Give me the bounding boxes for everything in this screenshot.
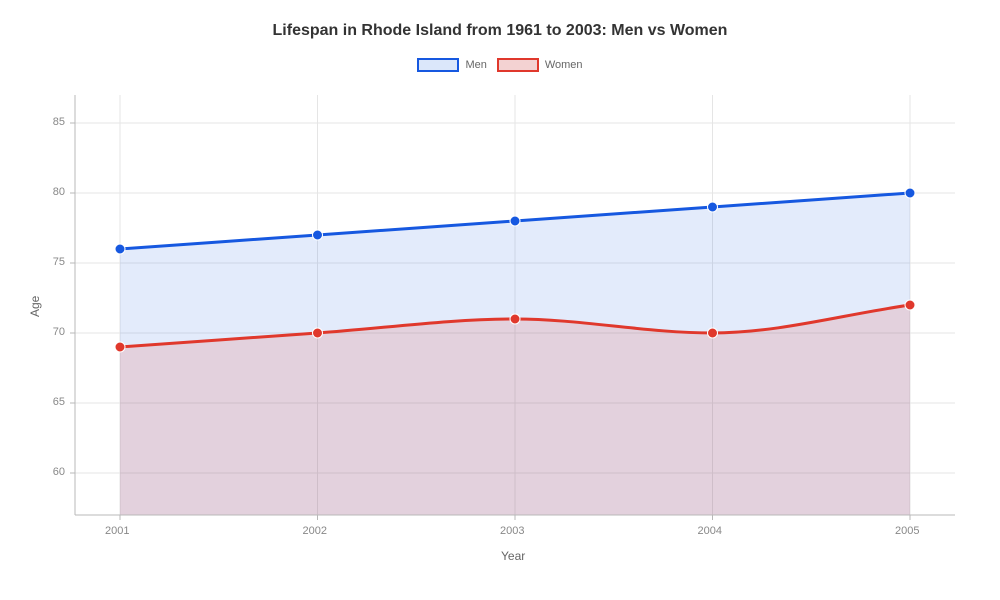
x-tick-label: 2001: [105, 525, 129, 537]
x-tick-label: 2004: [698, 525, 722, 537]
x-tick-label: 2002: [303, 525, 327, 537]
y-tick-label: 80: [53, 186, 65, 198]
data-point[interactable]: [313, 328, 323, 338]
legend-item-men[interactable]: Men: [417, 58, 486, 72]
data-point[interactable]: [115, 342, 125, 352]
x-tick-label: 2003: [500, 525, 524, 537]
y-tick-label: 85: [53, 116, 65, 128]
y-axis-title: Age: [28, 296, 42, 317]
legend-label: Men: [465, 59, 486, 71]
y-tick-label: 75: [53, 256, 65, 268]
legend-swatch-icon: [497, 58, 539, 72]
data-point[interactable]: [510, 314, 520, 324]
plot-area: [75, 95, 955, 515]
data-point[interactable]: [313, 230, 323, 240]
y-tick-label: 70: [53, 326, 65, 338]
legend-label: Women: [545, 59, 583, 71]
chart-svg: [75, 95, 955, 515]
chart-container: Lifespan in Rhode Island from 1961 to 20…: [0, 0, 1000, 600]
legend: Men Women: [0, 58, 1000, 72]
x-axis-title: Year: [501, 549, 525, 563]
legend-item-women[interactable]: Women: [497, 58, 583, 72]
y-tick-label: 60: [53, 466, 65, 478]
data-point[interactable]: [708, 328, 718, 338]
data-point[interactable]: [905, 300, 915, 310]
chart-title: Lifespan in Rhode Island from 1961 to 20…: [0, 22, 1000, 40]
y-tick-label: 65: [53, 396, 65, 408]
data-point[interactable]: [905, 188, 915, 198]
data-point[interactable]: [708, 202, 718, 212]
x-tick-label: 2005: [895, 525, 919, 537]
legend-swatch-icon: [417, 58, 459, 72]
data-point[interactable]: [510, 216, 520, 226]
data-point[interactable]: [115, 244, 125, 254]
